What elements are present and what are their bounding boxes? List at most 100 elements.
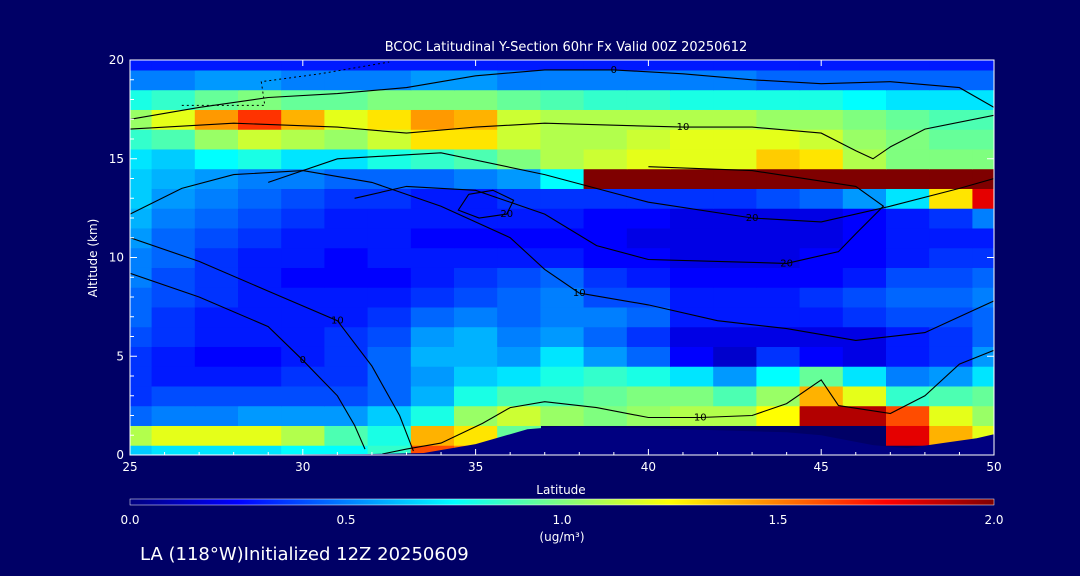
contour-line — [354, 166, 885, 264]
heatmap-cell — [497, 247, 541, 268]
heatmap-cell — [410, 425, 455, 446]
heatmap-cell — [454, 306, 498, 328]
heatmap-cell — [799, 247, 844, 268]
heatmap-cell — [367, 425, 412, 446]
heatmap-cell — [626, 247, 671, 268]
heatmap-cell — [410, 366, 455, 387]
heatmap-cell — [151, 247, 196, 268]
heatmap-cell — [626, 366, 671, 387]
heatmap-cell — [130, 208, 153, 229]
heatmap-cell — [410, 267, 455, 288]
heatmap-cell — [583, 208, 628, 229]
heatmap-cell — [367, 366, 412, 387]
heatmap-cell — [151, 208, 196, 229]
heatmap-cell — [238, 326, 282, 347]
heatmap-cell — [929, 366, 973, 387]
heatmap-cell — [497, 385, 541, 407]
heatmap-cell — [972, 267, 994, 288]
contour-line — [130, 170, 994, 341]
heatmap-cell — [454, 405, 498, 426]
contour-line — [130, 272, 366, 450]
heatmap-cell — [454, 148, 498, 170]
x-tick-label: 35 — [468, 460, 483, 474]
heatmap-cell — [972, 129, 994, 150]
heatmap-cell — [281, 89, 325, 110]
heatmap-cell — [324, 129, 369, 150]
heatmap-cell — [972, 60, 994, 71]
heatmap-cell — [454, 267, 498, 288]
heatmap-cell — [497, 227, 541, 249]
x-tick-label: 50 — [986, 460, 1001, 474]
heatmap-cell — [626, 208, 671, 229]
heatmap-cell — [151, 385, 196, 407]
heatmap-cell — [756, 247, 801, 268]
heatmap-cell — [324, 60, 369, 71]
heatmap-cell — [324, 69, 369, 91]
heatmap-cell — [583, 109, 628, 130]
heatmap-cell — [670, 148, 714, 170]
heatmap-cell — [670, 129, 714, 150]
heatmap-cell — [929, 326, 973, 347]
x-axis-label: Latitude — [536, 483, 585, 497]
heatmap-cell — [238, 208, 282, 229]
heatmap-cell — [583, 227, 628, 249]
heatmap-cell — [670, 306, 714, 328]
heatmap-cell — [929, 208, 973, 229]
y-tick-label: 5 — [116, 349, 124, 363]
heatmap-cell — [281, 405, 325, 426]
heatmap-cell — [583, 247, 628, 268]
contour-line — [130, 114, 994, 160]
heatmap-cell — [972, 326, 994, 347]
heatmap-cell — [842, 326, 887, 347]
contour-line — [130, 237, 414, 452]
heatmap-cell — [410, 306, 455, 328]
heatmap-cell — [497, 60, 541, 71]
heatmap-cell — [583, 326, 628, 347]
heatmap-cell — [281, 208, 325, 229]
heatmap-cell — [842, 306, 887, 328]
heatmap-cell — [324, 227, 369, 249]
heatmap-cell — [972, 227, 994, 249]
heatmap-cell — [799, 227, 844, 249]
heatmap-cell — [281, 346, 325, 367]
heatmap-cell — [238, 366, 282, 387]
heatmap-cell — [324, 267, 369, 288]
heatmap-cell — [756, 89, 801, 110]
heatmap-cell — [130, 60, 153, 71]
heatmap-cell — [886, 227, 930, 249]
heatmap-cell — [583, 168, 628, 189]
contour-label: 10 — [694, 413, 707, 424]
heatmap-cell — [842, 129, 887, 150]
heatmap-cell — [367, 346, 412, 367]
heatmap-cell — [886, 366, 930, 387]
heatmap-cell — [238, 267, 282, 288]
contour-label: 0 — [300, 355, 306, 366]
heatmap-cell — [670, 267, 714, 288]
heatmap-cell — [151, 227, 196, 249]
heatmap-cell — [713, 109, 757, 130]
heatmap-cell — [194, 129, 239, 150]
heatmap-cell — [130, 188, 153, 209]
heatmap-cell — [756, 346, 801, 367]
heatmap-cell — [194, 89, 239, 110]
contour-line — [268, 152, 994, 223]
heatmap-cell — [756, 306, 801, 328]
heatmap-cell — [756, 385, 801, 407]
contour-label: 10 — [331, 316, 344, 327]
heatmap-cell — [151, 148, 196, 170]
dotted-contour-line — [181, 61, 390, 106]
heatmap-cell — [281, 247, 325, 268]
heatmap-cell — [454, 326, 498, 347]
heatmap-cell — [540, 326, 585, 347]
heatmap-cell — [886, 267, 930, 288]
heatmap-cell — [454, 385, 498, 407]
contour-label: 10 — [573, 288, 586, 299]
heatmap-cell — [324, 287, 369, 308]
heatmap-cell — [454, 188, 498, 209]
heatmap-cell — [151, 405, 196, 426]
heatmap-cell — [151, 366, 196, 387]
heatmap-cell — [929, 306, 973, 328]
heatmap-cell — [670, 405, 714, 426]
heatmap-cell — [367, 306, 412, 328]
heatmap-cell — [238, 188, 282, 209]
